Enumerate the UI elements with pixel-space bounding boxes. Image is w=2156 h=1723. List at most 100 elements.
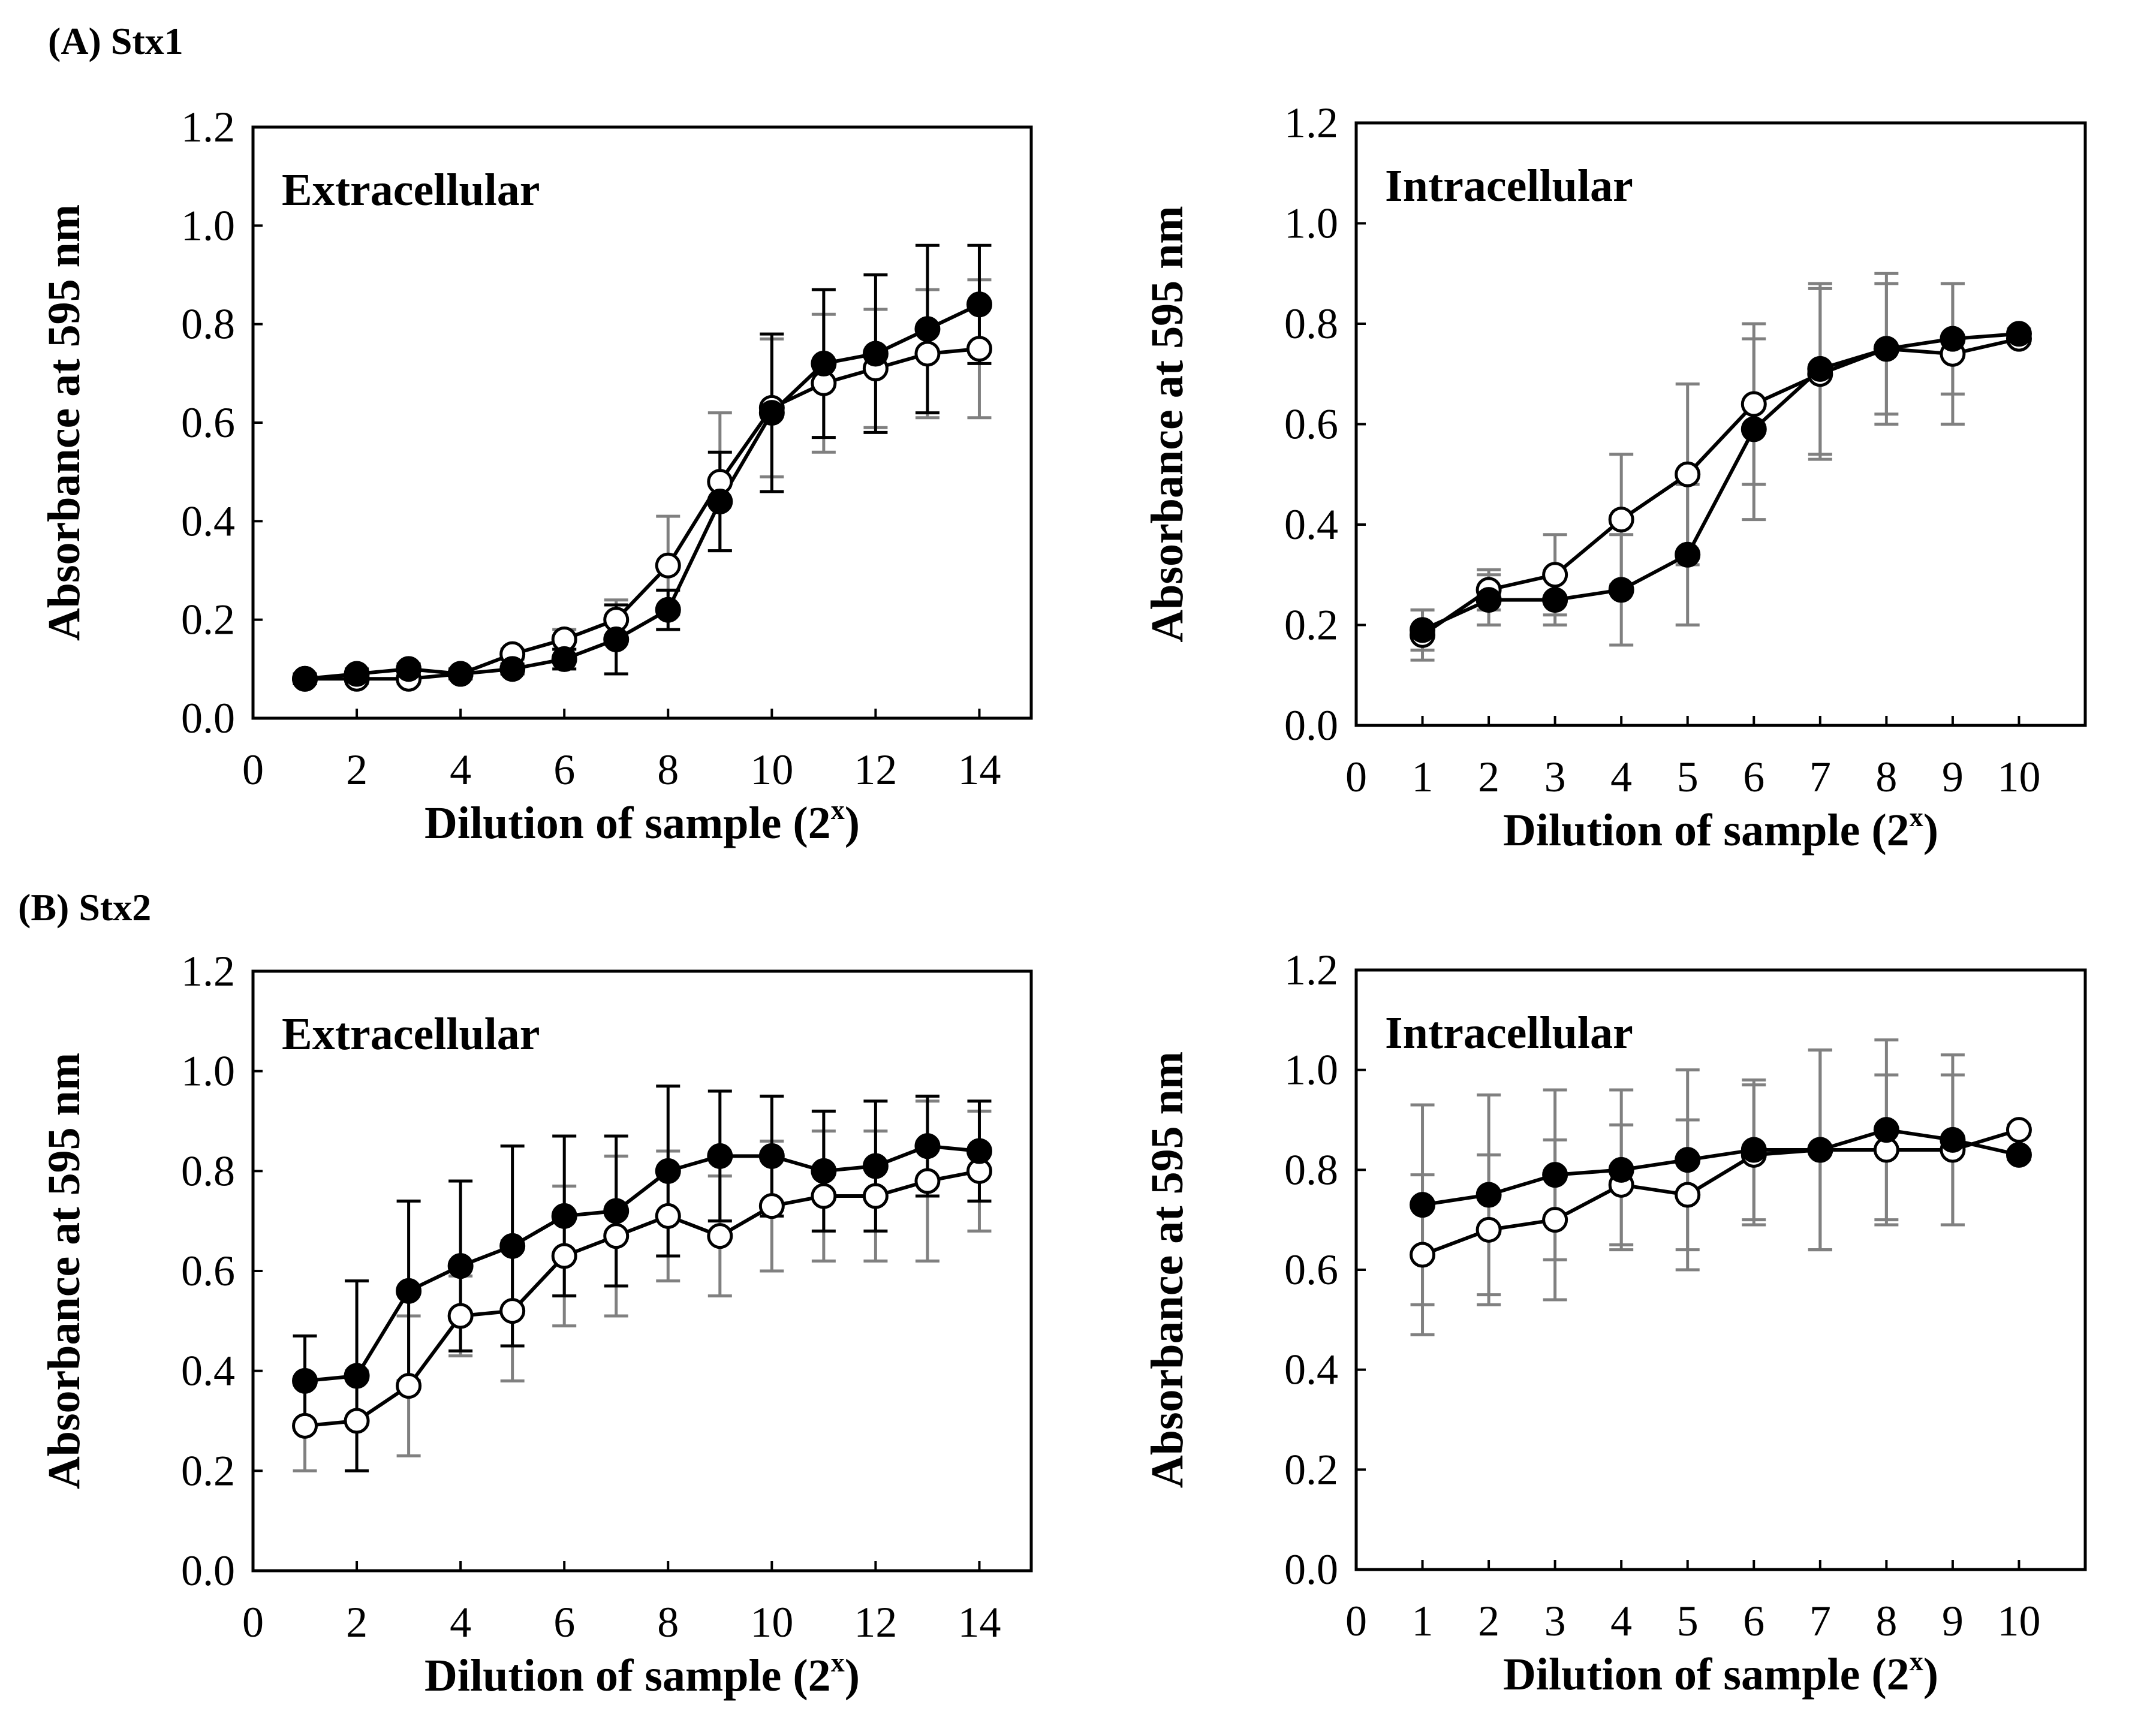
x-tick-label: 8	[1875, 1597, 1897, 1645]
chart-b-extracellular: 0.0 0.2 0.4 0.6 0.8 1.0 1.2 0 2 4 6 8 10 12 14 Dilution…	[39, 947, 1033, 1701]
data-point-filled	[2006, 1141, 2032, 1168]
data-point-filled	[603, 1198, 630, 1224]
data-point-filled	[551, 1203, 577, 1229]
data-point-open	[914, 341, 941, 367]
plot-frame	[1354, 121, 2087, 727]
data-point-filled	[966, 1138, 992, 1164]
y-tick-label: 1.2	[1284, 99, 1338, 147]
data-point-filled	[1873, 336, 1899, 362]
y-tick-label: 1.2	[181, 947, 235, 995]
y-tick-label: 0.4	[181, 1347, 235, 1395]
x-tick-label: 12	[854, 1598, 897, 1646]
data-point-filled	[1542, 587, 1568, 613]
data-point-filled	[862, 341, 889, 367]
section-b-label: (B) Stx2	[18, 886, 151, 929]
x-tick-label: 9	[1942, 753, 1964, 801]
data-point-filled	[499, 656, 526, 682]
x-tick-label: 14	[957, 1598, 1001, 1646]
data-point-filled	[811, 350, 837, 376]
chart-title: Intracellular	[1385, 161, 1633, 211]
x-tick-label: 4	[1610, 753, 1632, 801]
y-tick-label: 0.0	[1284, 1546, 1338, 1594]
x-tick-label: 2	[1478, 1597, 1499, 1645]
data-point-filled	[862, 1153, 889, 1179]
x-tick-label: 0	[1345, 1597, 1367, 1645]
y-tick-label: 0.8	[181, 1147, 235, 1195]
y-axis-label: Absorbance at 595 nm	[1142, 206, 1193, 642]
y-tick-label: 1.0	[1284, 1046, 1338, 1094]
y-axis-label: Absorbance at 595 nm	[39, 204, 89, 641]
data-point-open	[551, 1243, 577, 1269]
data-point-open	[811, 1183, 837, 1209]
y-tick-label: 0.0	[1284, 701, 1338, 749]
y-tick-label: 0.4	[1284, 1346, 1338, 1394]
data-point-filled	[707, 488, 733, 514]
data-point-filled	[655, 1158, 681, 1184]
y-tick-label: 0.2	[1284, 1445, 1338, 1493]
chart-a-extracellular: 0.0 0.2 0.4 0.6 0.8 1.0 1.2 0 2 4 6 8 10 12 14 Dilution…	[39, 103, 1033, 848]
data-point-filled	[447, 1253, 474, 1279]
y-tick-label: 0.6	[1284, 400, 1338, 448]
x-axis-label: Dilution of sample (2x)	[1503, 1646, 1938, 1700]
x-tick-label: 2	[346, 746, 368, 794]
data-point-filled	[758, 1143, 785, 1169]
data-point-filled	[1675, 1147, 1701, 1173]
series-line-open	[305, 347, 980, 681]
series-line-filled	[305, 1144, 980, 1383]
data-point-open	[1410, 1242, 1436, 1268]
data-point-filled	[1608, 577, 1634, 603]
x-tick-label: 0	[1345, 753, 1367, 801]
plot-frame	[1354, 968, 2087, 1571]
chart-title: Extracellular	[282, 1009, 540, 1059]
x-tick-label: 8	[657, 1598, 679, 1646]
chart-b-intracellular: 0.0 0.2 0.4 0.6 0.8 1.0 1.2 0 1 2 3 4 5 6 7 8 9 10 Dilutio…	[1142, 946, 2087, 1700]
charts: 0.0 0.2 0.4 0.6 0.8 1.0 1.2 0 2 4 6 8 10 12 14 Dilution…	[39, 99, 2087, 1701]
y-tick-label: 1.2	[181, 103, 235, 151]
x-tick-label: 4	[450, 1598, 471, 1646]
data-point-filled	[344, 661, 370, 687]
data-point-open	[758, 1193, 785, 1219]
chart-a-intracellular: 0.0 0.2 0.4 0.6 0.8 1.0 1.2 0 1 2 3 4 5 6 7 8 9 10 Dilutio…	[1142, 99, 2087, 856]
data-point-filled	[811, 1158, 837, 1184]
x-tick-label: 2	[346, 1598, 368, 1646]
y-tick-label: 1.2	[1284, 946, 1338, 994]
x-tick-label: 8	[657, 746, 679, 794]
data-point-filled	[1940, 1126, 1966, 1153]
y-tick-label: 0.0	[181, 1547, 235, 1595]
series-line-filled	[1422, 1128, 2020, 1207]
x-axis-label: Dilution of sample (2x)	[424, 794, 860, 848]
data-point-filled	[914, 1133, 941, 1159]
data-point-filled	[1741, 1137, 1767, 1163]
x-tick-label: 7	[1809, 753, 1831, 801]
y-tick-label: 0.4	[1284, 501, 1338, 549]
x-tick-label: 10	[750, 1598, 793, 1646]
data-point-open	[655, 552, 681, 579]
data-point-open	[914, 1168, 941, 1194]
plot-frame	[251, 969, 1033, 1573]
x-tick-label: 6	[1743, 753, 1764, 801]
data-point-filled	[396, 1278, 422, 1304]
y-axis-label: Absorbance at 595 nm	[1142, 1052, 1193, 1488]
x-tick-label: 6	[1743, 1597, 1764, 1645]
y-tick-label: 0.4	[181, 497, 235, 545]
data-point-filled	[1873, 1117, 1899, 1143]
y-tick-label: 1.0	[1284, 200, 1338, 248]
series-line-open	[1421, 337, 2020, 637]
data-point-filled	[758, 400, 785, 426]
data-point-open	[1476, 1216, 1502, 1243]
data-point-open	[862, 1183, 889, 1209]
data-point-open	[966, 336, 992, 362]
data-point-open	[447, 1303, 474, 1329]
data-point-open	[2006, 1117, 2032, 1143]
y-axis-label: Absorbance at 595 nm	[39, 1053, 89, 1489]
data-point-filled	[707, 1143, 733, 1169]
data-point-open	[499, 1298, 526, 1324]
x-tick-label: 8	[1875, 753, 1897, 801]
x-tick-label: 4	[1610, 1597, 1632, 1645]
x-tick-label: 3	[1544, 1597, 1566, 1645]
y-tick-label: 0.0	[181, 694, 235, 742]
data-point-filled	[1542, 1162, 1568, 1188]
data-point-filled	[1410, 1192, 1436, 1218]
x-tick-label: 5	[1677, 1597, 1699, 1645]
